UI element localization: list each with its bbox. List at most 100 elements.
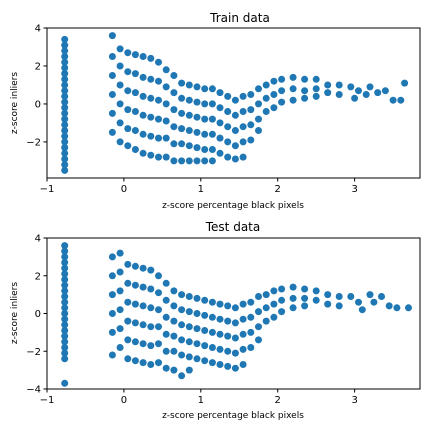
test-data-point (61, 298, 69, 306)
test-data-point (247, 298, 255, 306)
test-data-point (108, 272, 116, 280)
train-x-tick-label: 1 (198, 184, 204, 195)
test-data-point (270, 287, 278, 295)
test-data-point (239, 315, 247, 323)
test-data-point (224, 302, 232, 310)
train-data-point (224, 138, 232, 146)
train-data-point (351, 94, 359, 102)
test-data-point (301, 285, 309, 293)
train-data-point (61, 53, 69, 60)
test-data-point (147, 285, 155, 293)
test-data-point (193, 310, 201, 317)
train-data-point (116, 62, 124, 70)
test-y-tick-label: −4 (26, 385, 41, 396)
test-data-point (61, 304, 69, 312)
train-data-point (147, 75, 155, 83)
test-data-point (61, 242, 69, 250)
test-data-point (178, 291, 186, 299)
train-x-axis-label: z-score percentage black pixels (162, 201, 304, 211)
train-x-tick-label: 0 (121, 184, 127, 195)
train-y-tick-label: 0 (35, 99, 41, 110)
test-data-point (216, 345, 224, 353)
train-data-point (201, 100, 209, 108)
test-data-point (366, 291, 374, 299)
test-data-point (116, 344, 124, 351)
test-data-point (201, 357, 209, 365)
train-data-point (116, 119, 124, 127)
train-data-point (108, 53, 116, 60)
train-data-point (185, 157, 193, 165)
test-data-point (61, 338, 69, 346)
train-data-point (147, 54, 155, 62)
test-data-point (201, 342, 209, 350)
test-data-point (231, 304, 239, 312)
test-data-point (208, 328, 216, 336)
train-data-point (381, 87, 389, 95)
train-data-point (61, 115, 69, 123)
train-scatter-points (61, 32, 409, 174)
train-data-point (335, 91, 343, 98)
train-data-point (301, 94, 309, 102)
test-data-point (185, 308, 193, 316)
train-data-point (162, 153, 170, 161)
train-data-point (270, 91, 278, 98)
test-data-point (193, 294, 201, 302)
train-data-point (61, 98, 69, 106)
train-data-point (208, 157, 216, 165)
test-data-point (170, 317, 178, 325)
test-data-point (231, 334, 239, 342)
test-data-point (61, 355, 69, 363)
train-data-point (362, 91, 370, 98)
test-data-point (131, 357, 139, 365)
train-data-point (131, 89, 139, 97)
train-data-point (312, 85, 320, 93)
train-data-point (116, 138, 124, 146)
train-data-point (208, 85, 216, 93)
test-data-point (278, 308, 286, 316)
test-data-point (61, 270, 69, 278)
train-data-point (201, 115, 209, 123)
train-data-point (147, 94, 155, 102)
train-data-point (170, 157, 178, 165)
test-data-point (358, 306, 366, 314)
train-x-tick-label: −1 (40, 184, 55, 195)
train-data-point (108, 72, 116, 79)
test-data-point (255, 293, 262, 300)
train-data-point (347, 83, 355, 91)
test-data-point (116, 306, 124, 314)
test-y-tick-label: 0 (35, 309, 41, 320)
train-data-point (289, 96, 297, 104)
test-data-point (231, 349, 239, 357)
test-data-point (239, 300, 247, 308)
train-data-panel: Train data −1 0 1 2 3 −2 0 2 4 z-score percenta… (10, 11, 421, 211)
train-data-point (178, 109, 186, 117)
test-data-point (270, 313, 278, 321)
train-data-point (216, 149, 224, 157)
test-data-point (178, 372, 186, 380)
test-data-point (116, 325, 124, 333)
train-data-point (262, 94, 270, 102)
train-data-point (216, 89, 224, 97)
train-data-point (231, 111, 239, 119)
train-data-point (208, 146, 216, 153)
train-data-point (255, 115, 262, 123)
train-data-point (124, 87, 132, 95)
train-data-point (116, 100, 124, 108)
test-data-point (108, 291, 116, 299)
test-data-point (61, 293, 69, 300)
test-data-point (239, 330, 247, 338)
train-data-point (139, 92, 147, 100)
train-data-point (162, 83, 170, 91)
test-data-point (347, 293, 355, 300)
train-data-point (239, 123, 247, 131)
test-data-point (139, 302, 147, 310)
train-data-point (131, 70, 139, 78)
train-data-point (208, 115, 216, 123)
test-data-point (289, 283, 297, 291)
test-data-point (193, 325, 201, 333)
test-data-point (335, 293, 343, 300)
test-x-tick-label: −1 (40, 395, 55, 406)
test-x-tick-label: 1 (198, 395, 204, 406)
train-data-point (61, 47, 69, 55)
train-data-point (61, 127, 69, 134)
